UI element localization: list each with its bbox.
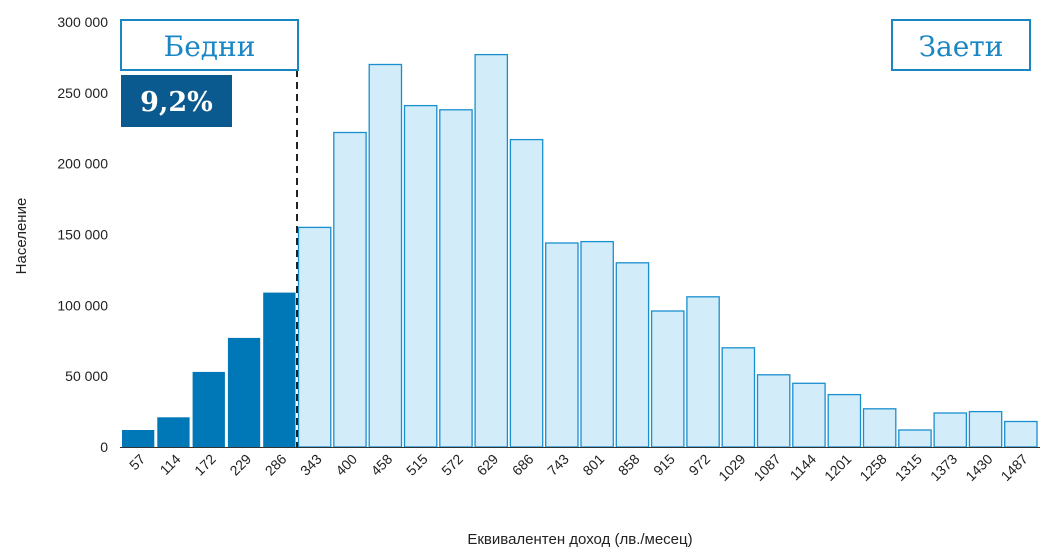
- y-tick-label: 100 000: [57, 297, 108, 313]
- bars-group: [122, 53, 1038, 448]
- x-tick-label: 1315: [892, 451, 925, 484]
- x-tick-label: 172: [191, 451, 219, 479]
- bar-employed: [968, 410, 1003, 448]
- x-tick-label: 1430: [962, 451, 995, 484]
- y-tick-label: 150 000: [57, 227, 108, 243]
- bar-employed: [545, 242, 579, 448]
- bar-employed: [756, 374, 791, 448]
- y-tick-label: 200 000: [57, 156, 108, 172]
- bar-poor: [157, 417, 190, 448]
- y-tick-label: 250 000: [57, 85, 108, 101]
- y-axis-title: Население: [13, 198, 30, 275]
- x-tick-label: 114: [157, 451, 184, 478]
- bar-employed: [1004, 420, 1038, 448]
- x-tick-label: 572: [438, 451, 466, 479]
- bar-employed: [792, 382, 826, 448]
- bar-employed: [827, 393, 862, 448]
- x-tick-label: 686: [509, 451, 537, 479]
- bar-employed: [474, 53, 509, 448]
- poor-label: Бедни: [164, 30, 256, 63]
- bar-employed: [650, 310, 685, 448]
- x-tick-label: 801: [579, 451, 607, 479]
- x-tick-label: 629: [473, 451, 501, 479]
- x-tick-label: 1258: [856, 451, 889, 484]
- bar-poor: [263, 292, 296, 447]
- x-tick-label: 400: [332, 451, 360, 479]
- employed-label: Заети: [919, 30, 1004, 63]
- bar-employed: [580, 240, 614, 448]
- bar-employed: [333, 131, 367, 448]
- y-tick-label: 0: [100, 439, 108, 455]
- bar-employed: [403, 104, 438, 448]
- bar-employed: [898, 429, 932, 448]
- x-tick-label: 743: [544, 451, 572, 479]
- bar-employed: [439, 109, 473, 448]
- poor-label-box: [120, 19, 299, 71]
- x-tick-label: 57: [126, 451, 148, 473]
- x-tick-label: 286: [262, 451, 290, 479]
- bar-employed: [615, 262, 650, 448]
- x-axis-tick-labels: 57 114 172 229 286 343 400 458 515 572 629 686 743 80…: [126, 451, 1031, 484]
- x-tick-label: 858: [615, 451, 643, 479]
- bar-poor: [122, 430, 155, 447]
- x-tick-label: 1087: [750, 451, 783, 484]
- bar-poor: [192, 371, 225, 447]
- bar-poor: [227, 337, 261, 447]
- bar-employed: [862, 408, 897, 448]
- x-tick-label: 1373: [927, 451, 960, 484]
- poor-share-value: 9,2%: [140, 87, 213, 118]
- x-tick-label: 915: [650, 451, 678, 479]
- employed-label-box: [891, 19, 1031, 71]
- y-tick-label: 50 000: [65, 368, 108, 384]
- bar-employed: [509, 138, 544, 448]
- bar-employed: [297, 226, 332, 448]
- bar-employed: [368, 63, 403, 448]
- y-tick-label: 300 000: [57, 14, 108, 30]
- bar-employed: [686, 296, 720, 448]
- x-tick-label: 1487: [998, 451, 1031, 484]
- y-axis-ticks: 0 50 000 100 000 150 000 200 000 250 000 300 0…: [57, 14, 108, 455]
- x-tick-label: 972: [685, 451, 713, 479]
- x-tick-label: 229: [226, 451, 254, 479]
- bar-employed: [721, 347, 756, 448]
- x-tick-label: 1029: [715, 451, 748, 484]
- x-tick-label: 458: [368, 451, 396, 479]
- poor-share-box: [121, 75, 232, 127]
- x-tick-label: 1144: [787, 451, 820, 484]
- x-axis-title: Еквивалентен доход (лв./месец): [467, 531, 692, 548]
- x-tick-label: 343: [297, 451, 325, 479]
- x-tick-label: 515: [403, 451, 431, 479]
- bar-employed: [933, 412, 968, 448]
- x-tick-label: 1201: [821, 451, 854, 484]
